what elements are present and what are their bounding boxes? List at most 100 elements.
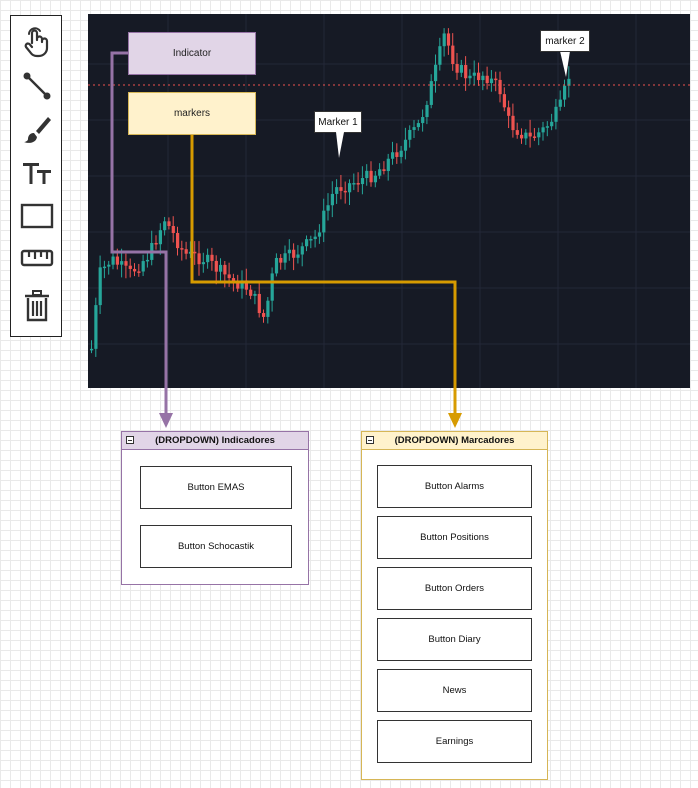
button-schocastik[interactable]: Button Schocastik xyxy=(140,525,292,568)
candle xyxy=(515,122,519,139)
candle xyxy=(188,241,193,259)
button-orders-label: Button Orders xyxy=(424,583,485,594)
candle xyxy=(305,235,309,252)
marker-1-callout[interactable]: Marker 1 xyxy=(314,111,362,133)
candle xyxy=(545,121,549,137)
dropdown-indicadores-title: (DROPDOWN) Indicadores xyxy=(155,435,275,446)
candle xyxy=(262,309,266,323)
candle xyxy=(201,252,205,273)
candle xyxy=(532,128,537,141)
candle xyxy=(391,141,395,165)
candle xyxy=(485,66,489,90)
indicator-node[interactable]: Indicator xyxy=(128,32,256,75)
candle xyxy=(197,241,201,276)
button-schocastik-label: Button Schocastik xyxy=(177,541,255,552)
candle xyxy=(193,241,197,265)
candle xyxy=(373,170,377,188)
button-earnings-label: Earnings xyxy=(435,736,474,747)
candle xyxy=(111,246,115,270)
trash-tool[interactable] xyxy=(17,288,57,324)
candle xyxy=(176,226,180,256)
dropdown-marcadores-header[interactable]: (DROPDOWN) Marcadores xyxy=(362,432,547,450)
candle xyxy=(472,60,476,85)
collapse-icon[interactable] xyxy=(366,436,374,444)
dropdown-indicadores: (DROPDOWN) Indicadores Button EMAS Butto… xyxy=(121,431,309,585)
candle xyxy=(317,224,322,244)
candle xyxy=(115,248,119,270)
markers-node-label: markers xyxy=(173,108,211,119)
ruler-icon xyxy=(20,249,54,267)
marker-1-label: Marker 1 xyxy=(318,116,358,128)
candle xyxy=(369,161,373,187)
candle xyxy=(438,37,442,71)
trash-icon xyxy=(25,290,49,322)
dropdown-indicadores-header[interactable]: (DROPDOWN) Indicadores xyxy=(122,432,308,450)
candle xyxy=(171,216,175,243)
collapse-icon[interactable] xyxy=(126,436,134,444)
rectangle-icon xyxy=(20,203,54,229)
candle xyxy=(464,56,468,91)
candle xyxy=(455,52,459,80)
candle xyxy=(446,28,451,55)
candle xyxy=(386,153,390,181)
candle xyxy=(287,239,291,261)
candle xyxy=(223,261,227,288)
button-news[interactable]: News xyxy=(377,669,532,712)
candle xyxy=(335,179,339,204)
candle xyxy=(274,253,279,277)
candle xyxy=(184,241,188,260)
indicator-arrowhead xyxy=(159,413,173,428)
button-news-label: News xyxy=(442,685,467,696)
marker-2-callout[interactable]: marker 2 xyxy=(540,30,590,52)
candle xyxy=(322,198,326,243)
button-emas[interactable]: Button EMAS xyxy=(140,466,292,509)
candle xyxy=(206,248,210,269)
candle xyxy=(326,193,330,221)
button-alarms[interactable]: Button Alarms xyxy=(377,465,532,508)
candle xyxy=(481,71,485,91)
candle xyxy=(94,297,98,357)
candle xyxy=(429,74,433,109)
candle xyxy=(360,166,365,195)
button-alarms-label: Button Alarms xyxy=(424,481,485,492)
button-positions[interactable]: Button Positions xyxy=(377,516,532,559)
candle xyxy=(145,253,150,268)
candle xyxy=(270,267,274,312)
candle xyxy=(477,62,481,86)
markers-node[interactable]: markers xyxy=(128,92,256,135)
brush-icon xyxy=(24,117,51,143)
candle xyxy=(502,87,506,112)
candle xyxy=(158,223,162,255)
rectangle-tool[interactable] xyxy=(17,198,57,234)
candle xyxy=(520,128,524,144)
candle xyxy=(348,179,352,206)
candle xyxy=(434,54,438,93)
candle xyxy=(356,172,360,193)
trend-line-tool[interactable] xyxy=(17,68,57,104)
ruler-tool[interactable] xyxy=(17,240,57,276)
marker-2-label: marker 2 xyxy=(545,35,585,47)
pointer-hand-icon xyxy=(24,27,49,58)
candle xyxy=(382,161,386,175)
candle xyxy=(236,274,240,292)
button-orders[interactable]: Button Orders xyxy=(377,567,532,610)
candle xyxy=(330,181,334,218)
button-diary[interactable]: Button Diary xyxy=(377,618,532,661)
candle xyxy=(511,103,515,138)
candle xyxy=(240,270,244,299)
candle xyxy=(163,216,167,236)
brush-tool[interactable] xyxy=(17,111,57,147)
candle xyxy=(524,129,528,145)
candle xyxy=(133,263,137,277)
candle xyxy=(309,235,313,249)
candle xyxy=(442,28,446,57)
candle xyxy=(537,127,541,146)
candle xyxy=(494,71,498,92)
button-earnings[interactable]: Earnings xyxy=(377,720,532,763)
candle xyxy=(421,109,425,132)
candle xyxy=(219,258,223,281)
markers-arrowhead xyxy=(448,413,462,428)
candle xyxy=(124,253,128,279)
pointer-hand-tool[interactable] xyxy=(17,24,57,60)
text-tool[interactable] xyxy=(17,154,57,190)
